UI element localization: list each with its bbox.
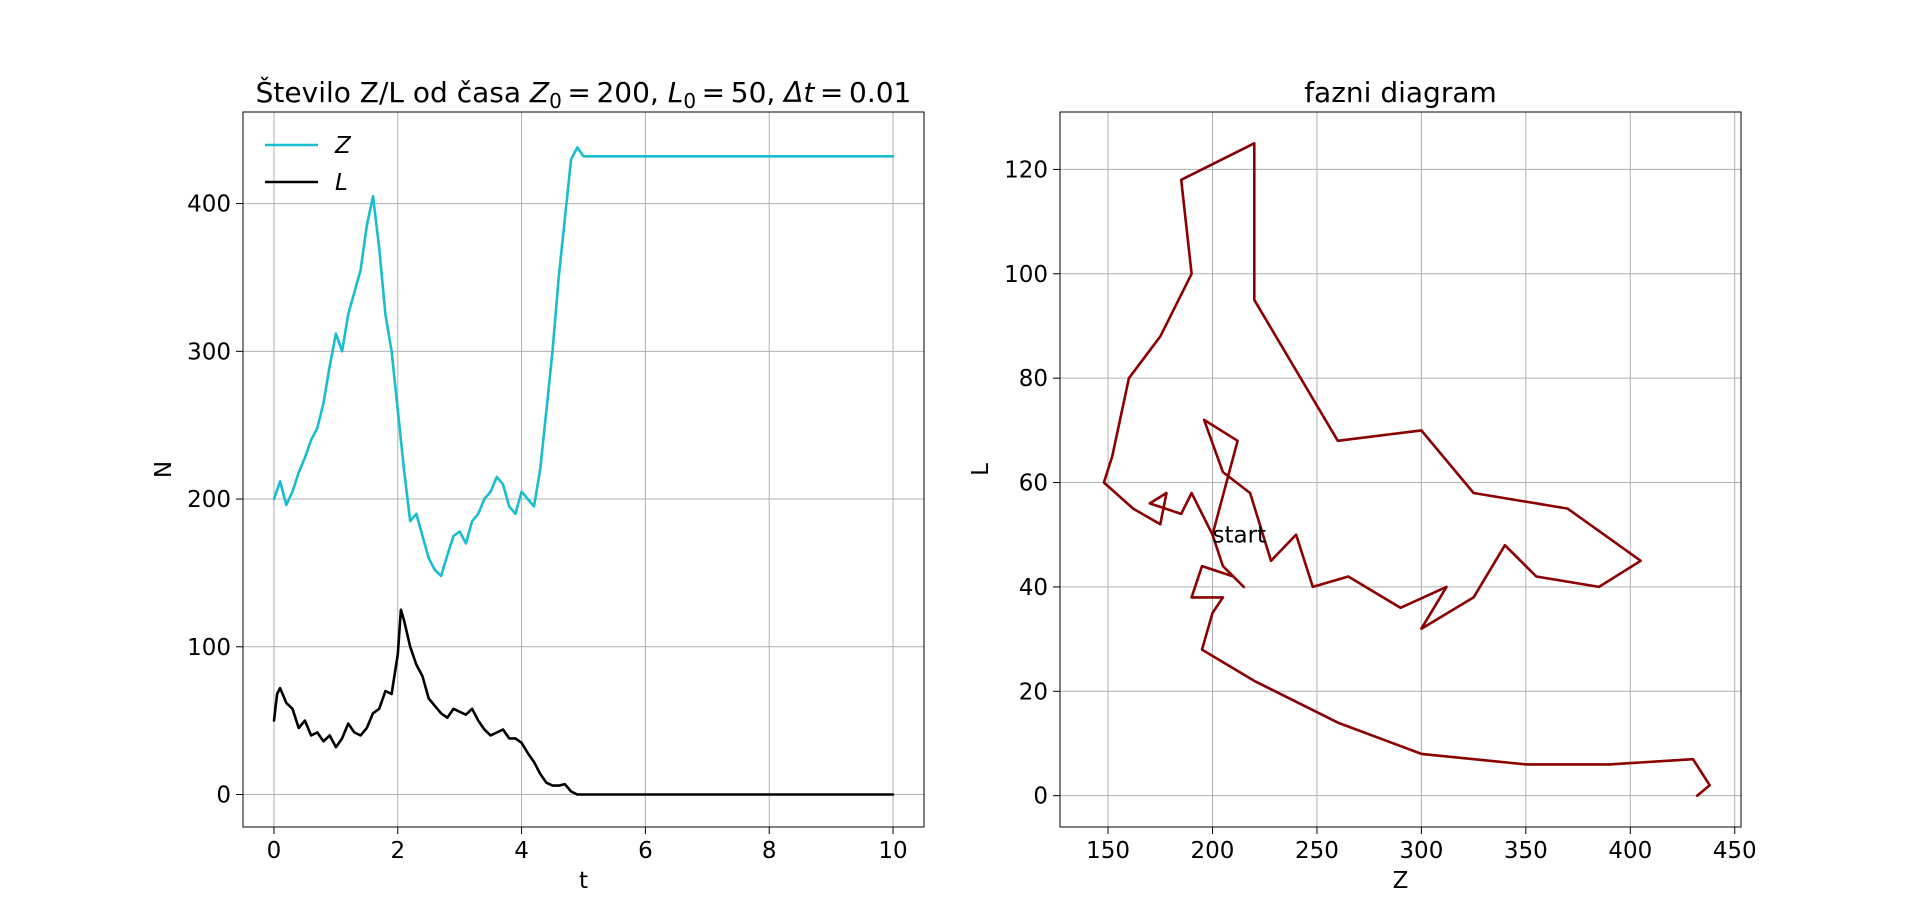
axes-frame: [1059, 111, 1742, 828]
y-tick-label: 100: [187, 635, 231, 661]
chart-title: fazni diagram: [1304, 76, 1497, 109]
grid: [243, 112, 924, 827]
title-value: 50: [731, 76, 767, 109]
x-tick-label: 0: [267, 838, 282, 864]
x-tick-label: 250: [1295, 838, 1339, 864]
legend-label-l: L: [335, 170, 348, 196]
chart-title: Število Z/L od časa Z0 = 200, L0 = 50, Δ…: [256, 75, 912, 113]
title-equals: =: [814, 76, 849, 109]
x-tick-label: 4: [514, 838, 529, 864]
title-subscript: 0: [683, 89, 696, 113]
y-tick-label: 0: [1033, 784, 1048, 810]
y-tick-label: 200: [187, 487, 231, 513]
x-tick-label: 150: [1086, 838, 1130, 864]
x-tick-label: 200: [1191, 838, 1235, 864]
y-tick-label: 20: [1019, 679, 1048, 705]
x-tick-label: 400: [1608, 838, 1652, 864]
series-line-z: [272, 146, 895, 578]
title-value: 200: [596, 76, 649, 109]
y-tick-label: 120: [1004, 157, 1048, 183]
x-axis-label: t: [579, 868, 588, 894]
title-equals: =: [562, 76, 597, 109]
series-line-l: [272, 608, 895, 796]
y-tick-label: 40: [1019, 575, 1048, 601]
x-tick-label: 450: [1713, 838, 1757, 864]
title-separator: ,: [650, 76, 668, 109]
ticks: 150 200 250 300 350 400 450 0 20 40 60 80 100 120: [1004, 157, 1757, 864]
chart-2: 150 200 250 300 350 400 450 0 20 40 60 80 100 120 Z Lfa…: [968, 76, 1757, 894]
grid: [1060, 112, 1741, 827]
y-tick-label: 300: [187, 339, 231, 365]
title-symbol: Z: [529, 76, 550, 109]
x-tick-label: 10: [878, 838, 907, 864]
y-tick-label: 80: [1019, 366, 1048, 392]
x-tick-label: 8: [762, 838, 777, 864]
legend-label-z: Z: [334, 133, 352, 159]
y-axis-label: N: [151, 461, 177, 478]
axes-frame: [242, 111, 925, 828]
y-axis-label: L: [968, 463, 994, 476]
title-separator: ,: [766, 76, 784, 109]
x-axis-label: Z: [1393, 868, 1409, 894]
start-annotation: start: [1212, 523, 1266, 549]
title-text: Število Z/L od časa: [256, 75, 530, 109]
title-symbol: L: [668, 76, 684, 109]
title-subscript: 0: [549, 89, 562, 113]
title-symbol: Δt: [782, 76, 815, 109]
title-equals: =: [696, 76, 731, 109]
x-tick-label: 350: [1504, 838, 1548, 864]
y-tick-label: 100: [1004, 262, 1048, 288]
x-tick-label: 6: [638, 838, 653, 864]
x-tick-label: 2: [390, 838, 405, 864]
y-tick-label: 60: [1019, 471, 1048, 497]
series-line-path-1: [1102, 142, 1711, 798]
legend: ZL: [265, 133, 352, 196]
x-tick-label: 300: [1399, 838, 1443, 864]
title-value: 0.01: [849, 76, 911, 109]
y-tick-label: 0: [216, 783, 231, 809]
y-tick-label: 400: [187, 192, 231, 218]
